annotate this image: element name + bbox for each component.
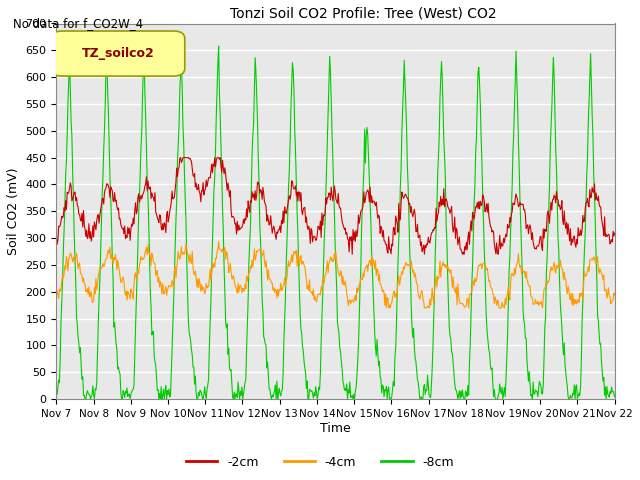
Text: TZ_soilco2: TZ_soilco2 bbox=[81, 47, 154, 60]
Title: Tonzi Soil CO2 Profile: Tree (West) CO2: Tonzi Soil CO2 Profile: Tree (West) CO2 bbox=[230, 7, 497, 21]
Text: No data for f_CO2W_4: No data for f_CO2W_4 bbox=[13, 17, 143, 30]
FancyBboxPatch shape bbox=[51, 31, 185, 76]
Y-axis label: Soil CO2 (mV): Soil CO2 (mV) bbox=[7, 168, 20, 255]
X-axis label: Time: Time bbox=[320, 421, 351, 435]
Legend: -2cm, -4cm, -8cm: -2cm, -4cm, -8cm bbox=[181, 451, 459, 474]
